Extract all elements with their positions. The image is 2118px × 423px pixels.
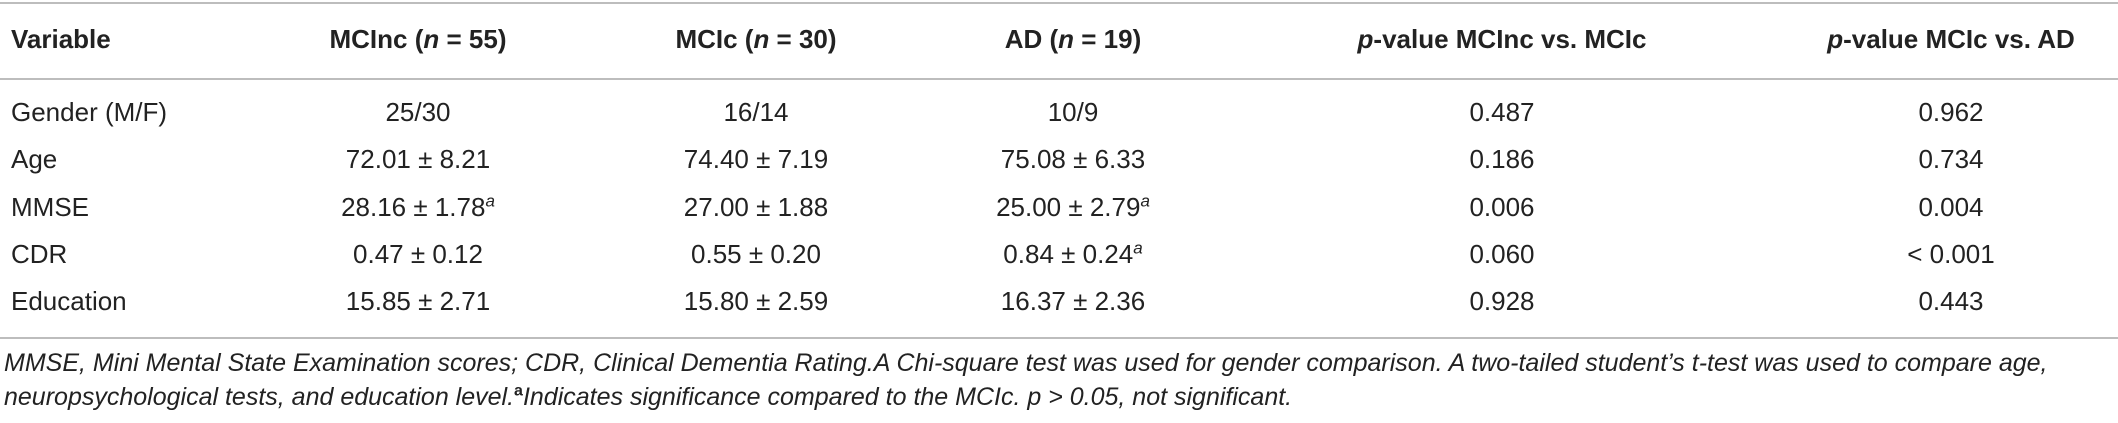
- cell-text: 0.84 ± 0.24: [1003, 239, 1134, 269]
- table-cell: 0.060: [1220, 231, 1784, 277]
- cell-text: 0.47 ± 0.12: [353, 239, 483, 269]
- table-cell: 0.84 ± 0.24a: [926, 231, 1220, 277]
- table-cell: Age: [11, 136, 251, 182]
- header-cell: p-value MCIc vs. AD: [1784, 16, 2118, 62]
- table-cell: Education: [11, 278, 251, 324]
- cell-text: 0.55 ± 0.20: [691, 239, 821, 269]
- table-cell: < 0.001: [1784, 231, 2118, 277]
- cell-text: 0.487: [1469, 97, 1535, 127]
- cell-text: 0.186: [1469, 144, 1535, 174]
- table-cell: 75.08 ± 6.33: [926, 136, 1220, 182]
- header-text: = 55): [439, 24, 507, 54]
- table-cell: 74.40 ± 7.19: [586, 136, 926, 182]
- table-cell: 15.85 ± 2.71: [250, 278, 586, 324]
- footnote-text: Indicates significance compared to the M…: [522, 383, 1293, 411]
- cell-text: Education: [11, 286, 127, 316]
- cell-text: 16.37 ± 2.36: [1000, 286, 1146, 316]
- header-text: n: [423, 24, 440, 54]
- cell-text: 72.01 ± 8.21: [345, 144, 491, 174]
- cell-text: 15.80 ± 2.59: [683, 286, 829, 316]
- header-text: n: [753, 24, 770, 54]
- cell-text: 10/9: [1047, 97, 1099, 127]
- table-cell: 0.928: [1220, 278, 1784, 324]
- bottom-rule: [0, 337, 2118, 339]
- superscript: a: [1133, 238, 1143, 258]
- cell-text: 75.08 ± 6.33: [1000, 144, 1146, 174]
- header-text: -value MCInc vs. MCIc: [1373, 24, 1647, 54]
- table-cell: Gender (M/F): [11, 89, 251, 135]
- header-cell: AD (n = 19): [926, 16, 1220, 62]
- cell-text: 74.40 ± 7.19: [683, 144, 829, 174]
- cell-text: 0.004: [1918, 192, 1984, 222]
- cell-text: < 0.001: [1907, 239, 1995, 269]
- table-cell: 0.006: [1220, 184, 1784, 230]
- header-text: = 30): [769, 24, 837, 54]
- header-cell: p-value MCInc vs. MCIc: [1220, 16, 1784, 62]
- header-text: -value MCIc vs. AD: [1843, 24, 2075, 54]
- cell-text: Age: [11, 144, 58, 174]
- table-cell: 0.734: [1784, 136, 2118, 182]
- table-cell: MMSE: [11, 184, 251, 230]
- cell-text: 0.443: [1918, 286, 1984, 316]
- top-rule: [0, 2, 2118, 4]
- table-cell: 0.962: [1784, 89, 2118, 135]
- table-cell: 0.47 ± 0.12: [250, 231, 586, 277]
- cell-text: 25/30: [385, 97, 451, 127]
- header-text: n: [1058, 24, 1075, 54]
- cell-text: 0.734: [1918, 144, 1984, 174]
- cell-text: CDR: [11, 239, 68, 269]
- table-cell: 25/30: [250, 89, 586, 135]
- table-cell: 28.16 ± 1.78a: [250, 184, 586, 230]
- header-text: MCIc (: [675, 24, 754, 54]
- header-cell: MCInc (n = 55): [250, 16, 586, 62]
- superscript: a: [485, 191, 495, 211]
- superscript: a: [514, 382, 523, 400]
- cell-text: 25.00 ± 2.79: [996, 192, 1141, 222]
- table-cell: 15.80 ± 2.59: [586, 278, 926, 324]
- header-cell: MCIc (n = 30): [586, 16, 926, 62]
- cell-text: 0.962: [1918, 97, 1984, 127]
- header-text: p: [1357, 24, 1374, 54]
- cell-text: 0.060: [1469, 239, 1535, 269]
- cell-text: 15.85 ± 2.71: [345, 286, 491, 316]
- header-text: MCInc (: [329, 24, 424, 54]
- header-text: = 19): [1074, 24, 1142, 54]
- table-cell: 25.00 ± 2.79a: [926, 184, 1220, 230]
- table-cell: 0.487: [1220, 89, 1784, 135]
- table-cell: 10/9: [926, 89, 1220, 135]
- cell-text: 27.00 ± 1.88: [683, 192, 829, 222]
- table-cell: 0.55 ± 0.20: [586, 231, 926, 277]
- cell-text: 16/14: [723, 97, 789, 127]
- table-cell: 16.37 ± 2.36: [926, 278, 1220, 324]
- footnote: MMSE, Mini Mental State Examination scor…: [4, 346, 2112, 414]
- header-text: p: [1827, 24, 1844, 54]
- table-cell: 27.00 ± 1.88: [586, 184, 926, 230]
- table-cell: CDR: [11, 231, 251, 277]
- cell-text: 0.928: [1469, 286, 1535, 316]
- table-cell: 0.443: [1784, 278, 2118, 324]
- cell-text: 0.006: [1469, 192, 1535, 222]
- table-cell: 16/14: [586, 89, 926, 135]
- header-cell: Variable: [11, 16, 251, 62]
- table-cell: 72.01 ± 8.21: [250, 136, 586, 182]
- table-cell: 0.004: [1784, 184, 2118, 230]
- footnote-text: MMSE, Mini Mental State Examination scor…: [4, 349, 2048, 411]
- superscript: a: [1140, 191, 1150, 211]
- cell-text: MMSE: [11, 192, 89, 222]
- header-rule: [0, 78, 2118, 80]
- cell-text: Gender (M/F): [11, 97, 168, 127]
- cell-text: 28.16 ± 1.78: [341, 192, 486, 222]
- header-text: Variable: [11, 24, 111, 54]
- header-text: AD (: [1004, 24, 1059, 54]
- table-cell: 0.186: [1220, 136, 1784, 182]
